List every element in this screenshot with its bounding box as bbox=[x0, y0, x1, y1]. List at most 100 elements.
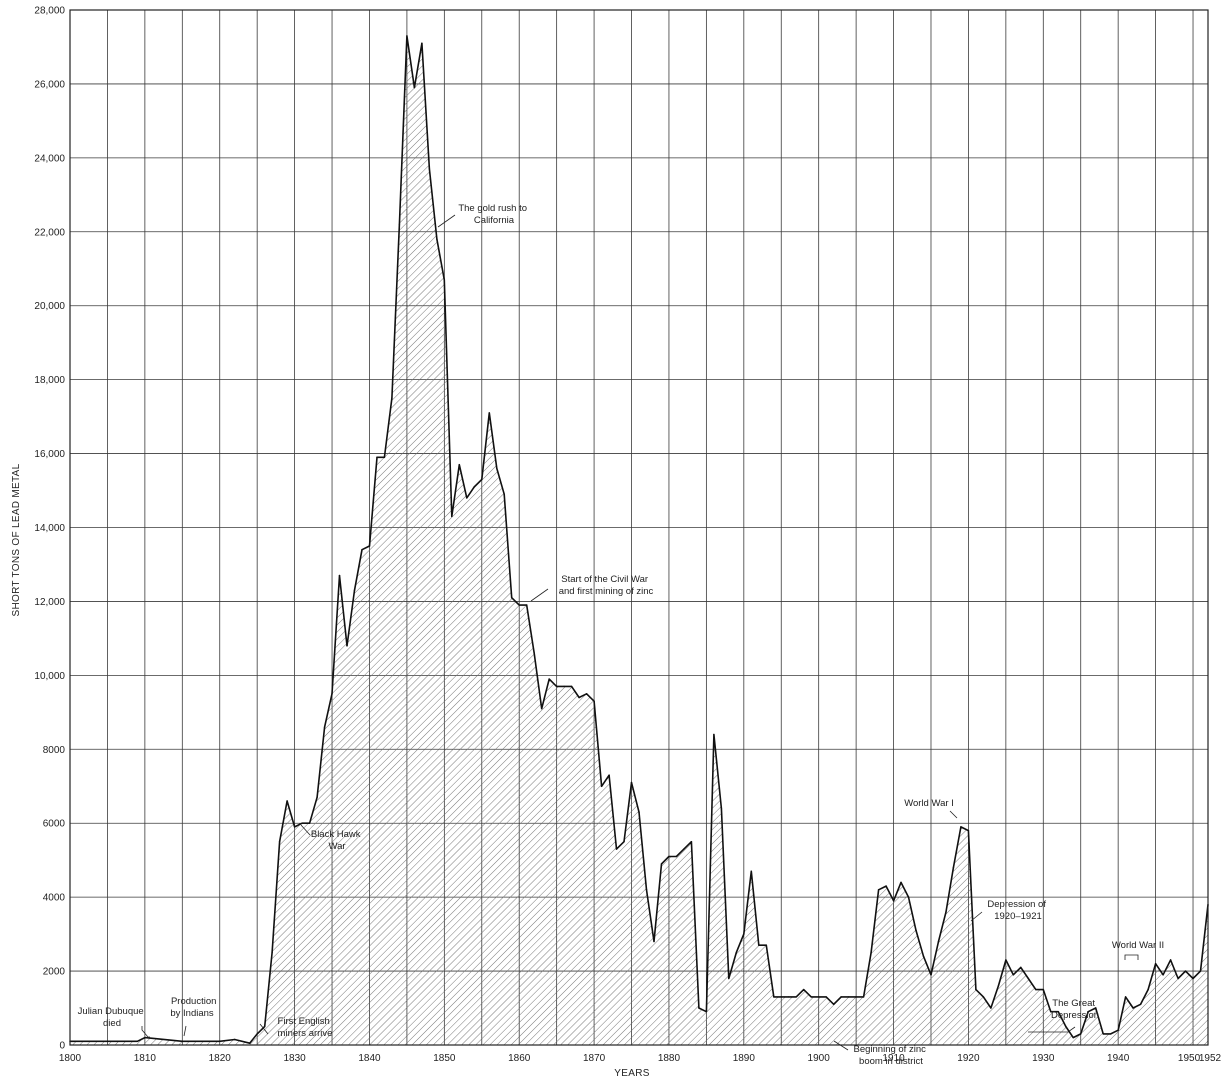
data-point bbox=[1132, 1007, 1134, 1009]
data-point bbox=[376, 456, 378, 458]
y-tick-label: 8000 bbox=[43, 745, 66, 756]
data-point bbox=[338, 574, 341, 577]
data-point bbox=[136, 1040, 139, 1043]
annotation-civil-war: Start of the Civil War and first mining … bbox=[559, 574, 654, 597]
y-tick-label: 2000 bbox=[43, 967, 66, 978]
data-point bbox=[810, 996, 812, 998]
data-point bbox=[1169, 959, 1172, 961]
data-point bbox=[578, 696, 580, 699]
data-point bbox=[466, 497, 468, 499]
data-point bbox=[1035, 988, 1037, 991]
y-tick-label: 12,000 bbox=[34, 597, 65, 608]
data-point bbox=[308, 822, 311, 824]
data-point bbox=[256, 1033, 258, 1035]
data-point bbox=[316, 796, 318, 798]
data-point bbox=[608, 774, 610, 776]
x-tick-labels: 1800 1810 1820 1830 1840 1850 1860 1870 1880 1890… bbox=[59, 1053, 1222, 1064]
data-point bbox=[907, 896, 910, 898]
data-point bbox=[451, 515, 453, 518]
data-point bbox=[443, 279, 445, 281]
data-point bbox=[1095, 1007, 1097, 1009]
data-point bbox=[488, 412, 490, 414]
data-point bbox=[960, 826, 962, 828]
data-point bbox=[862, 996, 865, 998]
plot-frame bbox=[69, 9, 1209, 1046]
data-point bbox=[511, 597, 513, 599]
y-tick-label: 18,000 bbox=[34, 375, 65, 386]
data-point bbox=[990, 1007, 992, 1009]
x-tick-label: 1830 bbox=[283, 1053, 306, 1064]
data-point bbox=[331, 693, 333, 695]
data-point bbox=[855, 996, 857, 998]
data-point bbox=[638, 811, 640, 813]
data-point bbox=[623, 841, 625, 843]
data-point bbox=[473, 486, 475, 488]
y-tick-labels: 0 2000 4000 6000 8000 10,000 12,000 14,000 16,00… bbox=[34, 6, 65, 1052]
data-point bbox=[585, 693, 588, 695]
data-point bbox=[675, 855, 678, 858]
x-tick-label: 1950 bbox=[1178, 1053, 1201, 1064]
annotation-indians: Production by Indians bbox=[170, 996, 219, 1019]
data-point bbox=[952, 866, 955, 869]
data-point bbox=[249, 1042, 251, 1044]
x-tick-label: 1810 bbox=[134, 1053, 157, 1064]
y-tick-label: 28,000 bbox=[34, 6, 65, 17]
data-point bbox=[975, 988, 977, 991]
annotation-great-depression: The Great Depression bbox=[1051, 998, 1099, 1021]
data-point bbox=[668, 855, 670, 858]
data-point bbox=[922, 955, 925, 957]
data-point bbox=[1065, 1025, 1067, 1028]
data-point bbox=[833, 1003, 835, 1005]
data-point bbox=[271, 951, 273, 954]
data-point bbox=[885, 885, 887, 887]
data-point bbox=[773, 996, 775, 998]
annotation-dubuque: Julian Dubuque died bbox=[78, 1006, 147, 1029]
data-point bbox=[323, 726, 326, 728]
data-point bbox=[705, 1011, 708, 1013]
data-point bbox=[219, 1040, 221, 1043]
y-tick-label: 6000 bbox=[43, 819, 66, 830]
data-point bbox=[615, 848, 618, 850]
data-point bbox=[1192, 977, 1194, 980]
data-point bbox=[458, 464, 460, 466]
data-point bbox=[144, 1036, 146, 1039]
x-tick-label: 1850 bbox=[433, 1053, 456, 1064]
data-point bbox=[1012, 974, 1014, 976]
data-point bbox=[518, 604, 520, 606]
data-point bbox=[1042, 988, 1045, 991]
annotation-black-hawk-war: Black Hawk War bbox=[311, 829, 363, 852]
data-point bbox=[1117, 1029, 1119, 1031]
data-point bbox=[803, 988, 805, 991]
data-point bbox=[1199, 970, 1202, 972]
x-tick-label: 1880 bbox=[658, 1053, 681, 1064]
y-tick-label: 24,000 bbox=[34, 153, 65, 164]
data-point bbox=[937, 940, 940, 943]
data-point bbox=[555, 685, 558, 688]
data-point bbox=[533, 652, 535, 654]
data-point bbox=[481, 478, 483, 481]
data-point bbox=[368, 545, 371, 547]
data-point bbox=[1102, 1033, 1104, 1035]
data-points bbox=[69, 35, 1209, 1044]
x-tick-label: 1800 bbox=[59, 1053, 82, 1064]
annotation-leaders bbox=[141, 214, 1139, 1051]
x-tick-label: 1940 bbox=[1107, 1053, 1130, 1064]
data-point bbox=[234, 1038, 236, 1041]
y-tick-label: 22,000 bbox=[34, 227, 65, 238]
data-point bbox=[698, 1007, 700, 1009]
x-tick-label: 1890 bbox=[733, 1053, 756, 1064]
x-tick-label: 1860 bbox=[508, 1053, 531, 1064]
data-point bbox=[383, 456, 386, 458]
y-tick-label: 10,000 bbox=[34, 671, 65, 682]
data-point bbox=[1124, 996, 1127, 998]
data-point bbox=[278, 841, 281, 843]
data-point bbox=[690, 841, 693, 843]
data-point bbox=[780, 996, 782, 998]
data-point bbox=[750, 870, 752, 872]
data-point bbox=[421, 42, 423, 44]
data-point bbox=[406, 35, 408, 37]
annotation-zinc-boom: Beginning of zinc boom in district bbox=[854, 1044, 929, 1067]
x-tick-label: 1820 bbox=[209, 1053, 232, 1064]
x-tick-label: 1870 bbox=[583, 1053, 606, 1064]
